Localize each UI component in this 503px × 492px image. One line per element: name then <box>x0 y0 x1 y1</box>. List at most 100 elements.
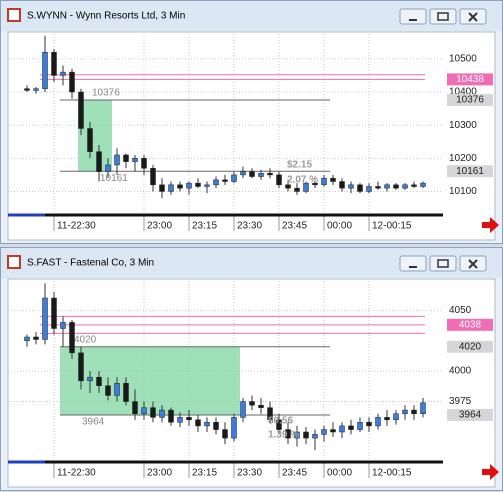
candle-body <box>177 417 183 423</box>
price-tag <box>447 318 493 331</box>
candle-body <box>195 182 201 187</box>
price-tag-label: 10161 <box>456 166 484 177</box>
candle-body <box>411 184 417 187</box>
candle-body <box>51 297 57 329</box>
candle-body <box>240 401 246 418</box>
maximize-button[interactable] <box>429 255 457 272</box>
candle-body <box>213 179 219 186</box>
candle-body <box>339 181 345 189</box>
candle-body <box>375 417 381 427</box>
candle-body <box>105 164 111 172</box>
candle-body <box>24 336 30 341</box>
candle-body <box>267 172 273 176</box>
candle-body <box>222 179 228 182</box>
candle-body <box>114 154 120 166</box>
candle-body <box>186 182 192 189</box>
candle-body <box>42 297 48 340</box>
candle-body <box>231 417 237 439</box>
candle-body <box>384 417 390 421</box>
icon-close <box>468 12 478 22</box>
candle-body <box>321 429 327 435</box>
candle-body <box>195 419 201 427</box>
candle-body <box>366 186 372 192</box>
candle-body <box>33 336 39 340</box>
candle-body <box>393 184 399 189</box>
candle-body <box>312 434 318 439</box>
y-tick-label: 4050 <box>449 305 472 316</box>
y-tick-label: 10400 <box>449 87 477 98</box>
candle-body <box>123 383 129 402</box>
candle-body <box>285 429 291 439</box>
y-tick-label: 3975 <box>449 396 472 407</box>
candle-body <box>150 168 156 186</box>
level-label: 10161 <box>100 173 128 184</box>
retracement-zone <box>60 346 240 415</box>
x-tick-label: 23:30 <box>237 221 262 232</box>
candle-body <box>141 407 147 414</box>
candle-body <box>330 177 336 182</box>
candle-body <box>420 402 426 414</box>
candle-body <box>168 409 174 423</box>
candle-body <box>168 184 174 192</box>
x-tick-label: 12-00:15 <box>372 468 412 479</box>
candle-body <box>249 171 255 177</box>
candle-body <box>258 172 264 177</box>
candle-body <box>240 171 246 176</box>
x-tick-label: 23:45 <box>282 468 307 479</box>
candle-body <box>123 154 129 162</box>
price-tag-label: 4038 <box>459 319 482 330</box>
candle-body <box>357 184 363 192</box>
icon-maximize <box>437 12 449 21</box>
candle-body <box>276 174 282 186</box>
maximize-button[interactable] <box>429 8 457 25</box>
candle-body <box>105 385 111 396</box>
candle-body <box>312 182 318 186</box>
annotation: 2.07 % <box>287 175 318 186</box>
scroll-right-arrow[interactable] <box>482 464 499 480</box>
x-tick-label: 12-00:15 <box>372 221 412 232</box>
minimize-button[interactable] <box>399 255 427 272</box>
candle-body <box>114 383 120 396</box>
candle-body <box>303 182 309 192</box>
candle-body <box>348 425 354 430</box>
price-tag <box>447 165 493 178</box>
candle-body <box>321 177 327 186</box>
candle-body <box>249 401 255 406</box>
candle-body <box>132 401 138 414</box>
x-tick-label: 00:00 <box>327 221 352 232</box>
price-tag <box>447 408 493 421</box>
annotation: 1.39 % <box>268 430 299 441</box>
candle-body <box>420 182 426 187</box>
candle-body <box>267 407 273 421</box>
x-tick-label: 23:00 <box>147 221 172 232</box>
candle-body <box>366 422 372 427</box>
candle-body <box>276 419 282 430</box>
chart-window: S.WYNN - Wynn Resorts Ltd, 3 Min 10100 102… <box>0 0 503 244</box>
candle-body <box>177 184 183 189</box>
price-tag-label: 3964 <box>459 410 482 421</box>
price-tag-label: 10438 <box>456 74 484 85</box>
candle-body <box>231 174 237 182</box>
x-tick-label: 11-22:30 <box>57 468 96 479</box>
y-tick-label: 10500 <box>449 54 477 65</box>
price-tag-label: 10376 <box>456 95 484 106</box>
candle-body <box>33 88 39 91</box>
candle-body <box>402 184 408 189</box>
candle-body <box>69 71 75 93</box>
candle-body <box>42 51 48 89</box>
price-tag <box>447 73 493 86</box>
candle-body <box>213 422 219 430</box>
candle-body <box>96 151 102 172</box>
candle-body <box>132 158 138 162</box>
candle-body <box>60 71 66 76</box>
y-tick-label: 10100 <box>449 186 477 197</box>
minimize-button[interactable] <box>399 8 427 25</box>
price-tag <box>447 93 493 106</box>
chart-window: S.FAST - Fastenal Co, 3 Min 3975 4000 4050 1… <box>0 247 503 491</box>
price-tag-label: 4020 <box>459 341 482 352</box>
window-icon <box>7 8 21 22</box>
icon-maximize <box>437 259 449 268</box>
window-title: S.WYNN - Wynn Resorts Ltd, 3 Min <box>27 11 185 22</box>
scroll-right-arrow[interactable] <box>482 217 499 233</box>
